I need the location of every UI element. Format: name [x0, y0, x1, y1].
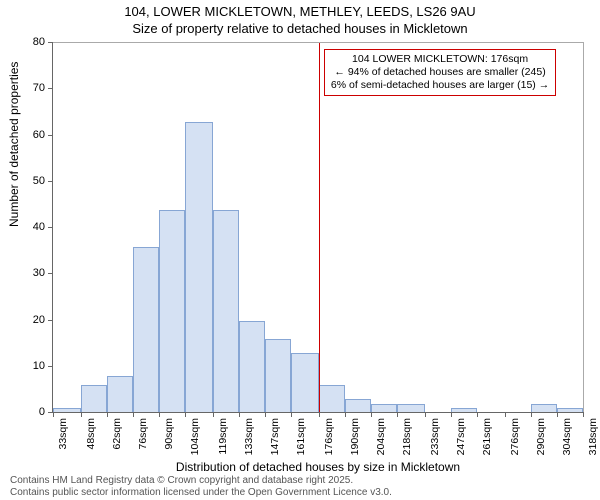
- y-tick-label: 30: [0, 267, 45, 279]
- histogram-bar: [107, 376, 133, 413]
- x-tick: [133, 412, 134, 417]
- y-tick: [48, 88, 53, 89]
- x-tick: [477, 412, 478, 417]
- footer-line-1: Contains HM Land Registry data © Crown c…: [10, 475, 392, 487]
- x-tick: [239, 412, 240, 417]
- y-tick-label: 60: [0, 129, 45, 141]
- x-tick: [583, 412, 584, 417]
- x-tick-label: 233sqm: [429, 418, 441, 455]
- y-tick: [48, 181, 53, 182]
- y-tick-label: 10: [0, 360, 45, 372]
- x-tick-label: 90sqm: [163, 418, 175, 450]
- x-tick-label: 290sqm: [535, 418, 547, 455]
- x-tick-label: 204sqm: [375, 418, 387, 455]
- x-tick-label: 133sqm: [243, 418, 255, 455]
- x-tick: [53, 412, 54, 417]
- histogram-bar: [239, 321, 265, 414]
- y-tick-label: 40: [0, 221, 45, 233]
- histogram-bar: [265, 339, 291, 413]
- histogram-bar: [319, 385, 345, 413]
- x-tick-label: 119sqm: [217, 418, 229, 455]
- x-tick-label: 161sqm: [295, 418, 307, 455]
- marker-info-box: 104 LOWER MICKLETOWN: 176sqm← 94% of det…: [324, 49, 556, 96]
- marker-info-line: 104 LOWER MICKLETOWN: 176sqm: [331, 53, 549, 66]
- histogram-bar: [185, 122, 213, 413]
- plot-area: 104 LOWER MICKLETOWN: 176sqm← 94% of det…: [53, 42, 584, 413]
- x-axis-title: Distribution of detached houses by size …: [53, 460, 583, 474]
- marker-info-line: 6% of semi-detached houses are larger (1…: [331, 79, 549, 92]
- title-line-2: Size of property relative to detached ho…: [0, 21, 600, 38]
- y-tick: [48, 273, 53, 274]
- x-tick: [345, 412, 346, 417]
- x-tick: [265, 412, 266, 417]
- x-tick-label: 176sqm: [323, 418, 335, 455]
- chart-title: 104, LOWER MICKLETOWN, METHLEY, LEEDS, L…: [0, 4, 600, 38]
- x-tick: [557, 412, 558, 417]
- y-tick: [48, 135, 53, 136]
- y-tick-label: 70: [0, 82, 45, 94]
- x-tick: [451, 412, 452, 417]
- x-tick-label: 318sqm: [587, 418, 599, 455]
- x-tick-label: 247sqm: [455, 418, 467, 455]
- histogram-bar: [133, 247, 159, 414]
- footer-line-2: Contains public sector information licen…: [10, 487, 392, 499]
- x-tick: [185, 412, 186, 417]
- x-tick-label: 261sqm: [481, 418, 493, 455]
- x-tick-label: 147sqm: [269, 418, 281, 455]
- x-tick: [425, 412, 426, 417]
- histogram-bar: [345, 399, 371, 413]
- x-tick-label: 218sqm: [401, 418, 413, 455]
- histogram-bar: [213, 210, 239, 414]
- x-tick: [81, 412, 82, 417]
- y-tick: [48, 42, 53, 43]
- y-tick: [48, 366, 53, 367]
- marker-info-line: ← 94% of detached houses are smaller (24…: [331, 66, 549, 79]
- x-tick: [291, 412, 292, 417]
- x-tick: [107, 412, 108, 417]
- histogram-bar: [81, 385, 107, 413]
- x-tick-label: 62sqm: [111, 418, 123, 450]
- y-tick: [48, 227, 53, 228]
- x-tick: [371, 412, 372, 417]
- chart-container: 104, LOWER MICKLETOWN, METHLEY, LEEDS, L…: [0, 0, 600, 500]
- x-tick: [505, 412, 506, 417]
- x-tick-label: 276sqm: [509, 418, 521, 455]
- x-tick-label: 104sqm: [189, 418, 201, 455]
- footer-attribution: Contains HM Land Registry data © Crown c…: [10, 475, 392, 498]
- y-tick: [48, 320, 53, 321]
- x-tick: [319, 412, 320, 417]
- y-tick-label: 0: [0, 406, 45, 418]
- x-tick: [531, 412, 532, 417]
- x-tick-label: 48sqm: [85, 418, 97, 450]
- y-tick-label: 80: [0, 36, 45, 48]
- title-line-1: 104, LOWER MICKLETOWN, METHLEY, LEEDS, L…: [0, 4, 600, 21]
- y-tick-label: 50: [0, 175, 45, 187]
- x-tick: [213, 412, 214, 417]
- histogram-bar: [291, 353, 319, 413]
- x-tick: [397, 412, 398, 417]
- x-tick-label: 33sqm: [57, 418, 69, 450]
- x-tick-label: 76sqm: [137, 418, 149, 450]
- x-tick: [159, 412, 160, 417]
- marker-line: [319, 43, 320, 413]
- x-tick-label: 304sqm: [561, 418, 573, 455]
- x-tick-label: 190sqm: [349, 418, 361, 455]
- y-tick-label: 20: [0, 314, 45, 326]
- histogram-bar: [159, 210, 185, 414]
